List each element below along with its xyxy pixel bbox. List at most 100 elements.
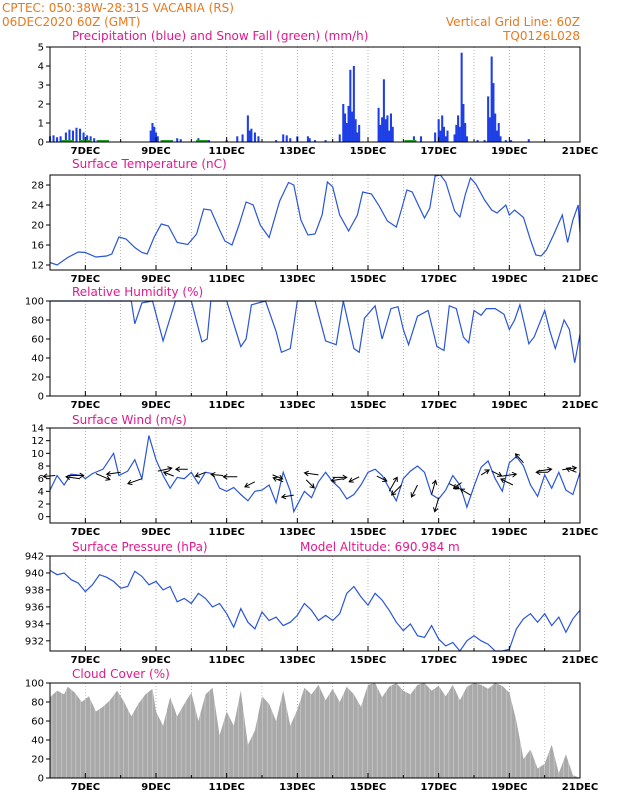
precipitation-bar bbox=[75, 127, 78, 142]
precipitation-bar bbox=[381, 117, 384, 142]
wind-arrow bbox=[174, 466, 188, 473]
wind-arrow bbox=[459, 488, 471, 496]
y-tick-label: 20 bbox=[31, 373, 44, 384]
y-tick-label: 934 bbox=[25, 619, 44, 630]
precipitation-bar bbox=[149, 130, 152, 142]
y-tick-label: 6 bbox=[38, 474, 44, 485]
x-tick-label: 19DEC bbox=[491, 274, 527, 285]
wind-series-line bbox=[49, 435, 581, 514]
pressure-panel: Surface Pressure (hPa) Model Altitude: 6… bbox=[25, 540, 598, 666]
precipitation-bar bbox=[342, 104, 345, 142]
precipitation-bar bbox=[351, 111, 354, 142]
precipitation-bar bbox=[344, 113, 347, 142]
x-tick-label: 11DEC bbox=[208, 274, 244, 285]
wind-arrow bbox=[452, 482, 462, 490]
precipitation-bar bbox=[455, 124, 458, 142]
precipitation-bar bbox=[179, 139, 182, 142]
precipitation-bar bbox=[458, 126, 461, 142]
x-tick-label: 11DEC bbox=[208, 146, 244, 157]
x-tick-label: 13DEC bbox=[279, 655, 315, 666]
x-tick-label: 9DEC bbox=[141, 146, 170, 157]
precipitation-bar bbox=[241, 134, 244, 142]
y-tick-label: 80 bbox=[31, 698, 44, 709]
wind-arrow bbox=[303, 470, 319, 477]
precipitation-bar bbox=[176, 138, 179, 142]
x-tick-label: 21DEC bbox=[562, 655, 598, 666]
y-tick-label: 14 bbox=[31, 424, 44, 435]
x-tick-label: 21DEC bbox=[562, 782, 598, 793]
wind-arrow bbox=[194, 471, 206, 478]
plot-frame bbox=[49, 46, 581, 143]
x-tick-label: 17DEC bbox=[420, 782, 456, 793]
code-header: TQ0126L028 bbox=[502, 29, 580, 43]
x-tick-label: 7DEC bbox=[71, 655, 100, 666]
pressure-title: Surface Pressure (hPa) bbox=[72, 540, 208, 554]
precipitation-bar bbox=[388, 130, 391, 142]
precipitation-bar bbox=[345, 123, 348, 142]
precipitation-bar bbox=[59, 136, 62, 142]
precipitation-bar bbox=[504, 140, 507, 142]
wind-arrow bbox=[272, 476, 284, 483]
y-tick-label: 12 bbox=[31, 261, 44, 272]
x-tick-label: 11DEC bbox=[208, 527, 244, 538]
precipitation-bar bbox=[52, 135, 55, 142]
precipitation-bar bbox=[275, 140, 278, 142]
x-tick-label: 15DEC bbox=[350, 655, 386, 666]
y-tick-label: 940 bbox=[25, 568, 44, 579]
precipitation-bar bbox=[257, 136, 260, 142]
precipitation-bar bbox=[356, 132, 359, 142]
precipitation-bar bbox=[391, 126, 394, 142]
wind-arrow bbox=[500, 478, 514, 486]
precipitation-bar bbox=[460, 52, 463, 143]
x-tick-label: 21DEC bbox=[562, 146, 598, 157]
precipitation-bar bbox=[64, 132, 67, 142]
x-tick-label: 15DEC bbox=[350, 274, 386, 285]
y-tick-label: 60 bbox=[31, 717, 44, 728]
wind-arrow bbox=[565, 467, 577, 473]
y-tick-label: 10 bbox=[31, 449, 44, 460]
x-tick-label: 9DEC bbox=[141, 274, 170, 285]
precipitation-bar bbox=[510, 140, 513, 142]
x-tick-label: 15DEC bbox=[350, 146, 386, 157]
y-tick-label: 8 bbox=[38, 462, 44, 473]
precipitation-bar bbox=[71, 130, 74, 142]
precipitation-bar bbox=[446, 130, 449, 142]
wind-arrow bbox=[244, 481, 256, 488]
precipitation-bar bbox=[156, 136, 159, 142]
precipitation-bar bbox=[379, 124, 382, 142]
precipitation-bar bbox=[306, 136, 309, 142]
plot-frame bbox=[49, 174, 581, 271]
precipitation-title: Precipitation (blue) and Snow Fall (gree… bbox=[72, 29, 368, 43]
y-tick-label: 100 bbox=[25, 679, 44, 690]
precipitation-bar bbox=[153, 126, 156, 142]
humidity-panel: Relative Humidity (%) 0 20 40 60 80 100 7DEC 9D… bbox=[25, 285, 598, 411]
wind-arrow bbox=[480, 469, 490, 476]
wind-arrow bbox=[535, 469, 549, 476]
precipitation-bar bbox=[457, 115, 460, 142]
y-tick-label: 2 bbox=[38, 100, 44, 111]
x-tick-label: 13DEC bbox=[279, 146, 315, 157]
x-tick-label: 19DEC bbox=[491, 527, 527, 538]
x-tick-label: 17DEC bbox=[420, 527, 456, 538]
plot-frame bbox=[49, 300, 581, 397]
precipitation-bar bbox=[499, 136, 502, 142]
wind-arrow bbox=[330, 477, 344, 483]
wind-arrow bbox=[514, 453, 524, 464]
precipitation-bar bbox=[86, 135, 89, 142]
x-tick-label: 7DEC bbox=[71, 274, 100, 285]
x-tick-label: 13DEC bbox=[279, 527, 315, 538]
y-tick-label: 40 bbox=[31, 354, 44, 365]
wind-arrow bbox=[332, 474, 348, 481]
y-tick-label: 5 bbox=[38, 43, 44, 54]
precipitation-bar bbox=[324, 140, 327, 142]
x-tick-label: 15DEC bbox=[350, 527, 386, 538]
precipitation-bar bbox=[419, 136, 423, 142]
x-tick-label: 9DEC bbox=[141, 655, 170, 666]
precipitation-bar bbox=[207, 140, 211, 142]
wind-arrow bbox=[562, 465, 578, 472]
wind-title: Surface Wind (m/s) bbox=[72, 413, 187, 427]
precipitation-bar bbox=[151, 123, 154, 142]
precipitation-bar bbox=[246, 115, 249, 142]
